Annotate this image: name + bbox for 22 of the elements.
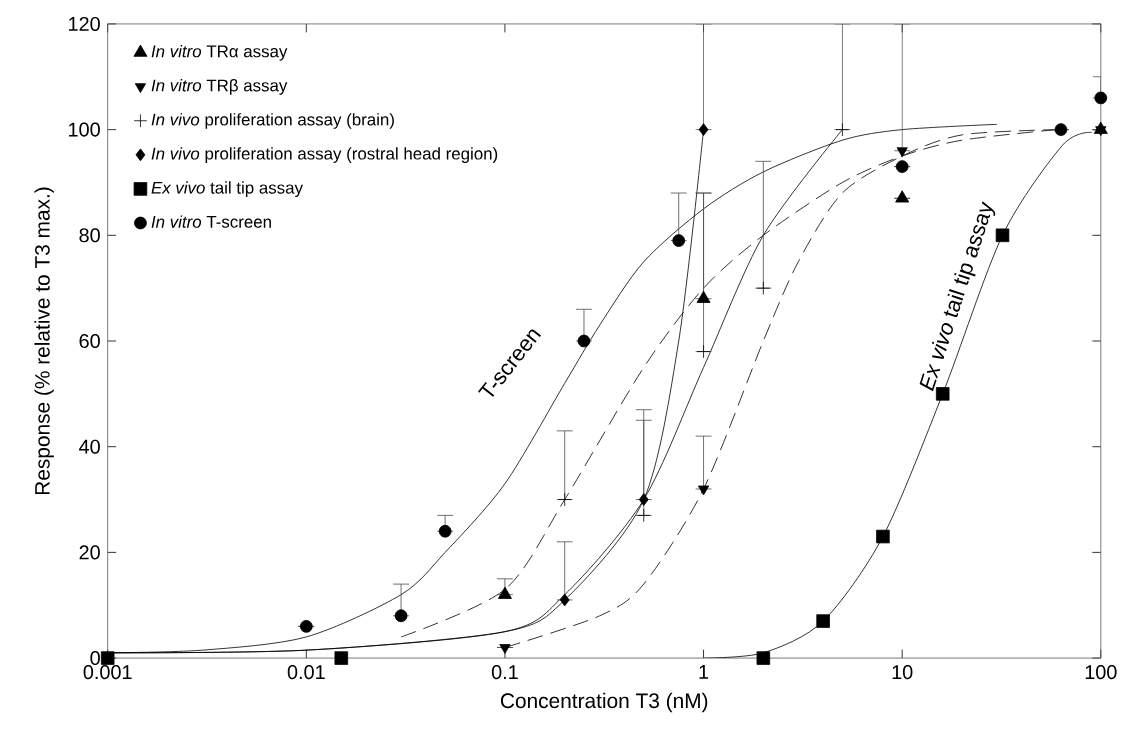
x-axis-title: Concentration T3 (nM) [500, 692, 708, 713]
legend-label: In vitro T-screen [151, 215, 271, 228]
x-tick-label: 10 [892, 665, 913, 680]
x-tick-label: 0.001 [83, 665, 132, 680]
y-tick-label: 20 [79, 545, 100, 560]
y-tick-label: 80 [79, 228, 100, 243]
x-tick-label: 1 [699, 665, 709, 679]
y-tick-label: 60 [79, 334, 100, 349]
y-tick-label: 40 [79, 439, 100, 454]
y-tick-label: 0 [90, 651, 100, 666]
x-tick-label: 100 [1085, 665, 1117, 680]
x-tick-label: 0.1 [491, 665, 518, 680]
x-tick-label: 0.01 [287, 665, 325, 680]
annotation: Ex vivo tail tip assay [919, 201, 996, 392]
legend-label: In vitro TRα assay [151, 45, 288, 61]
legend-label: In vivo proliferation assay (brain) [151, 113, 394, 129]
y-tick-label: 120 [69, 16, 100, 32]
y-axis-title: Response (% relative to T3 max.) [34, 187, 54, 495]
y-tick-label: 100 [69, 122, 100, 137]
legend-label: In vitro TRβ assay [151, 79, 288, 95]
legend-label: In vivo proliferation assay (rostral head region) [151, 147, 498, 164]
legend-label: Ex vivo tail tip assay [151, 181, 303, 198]
